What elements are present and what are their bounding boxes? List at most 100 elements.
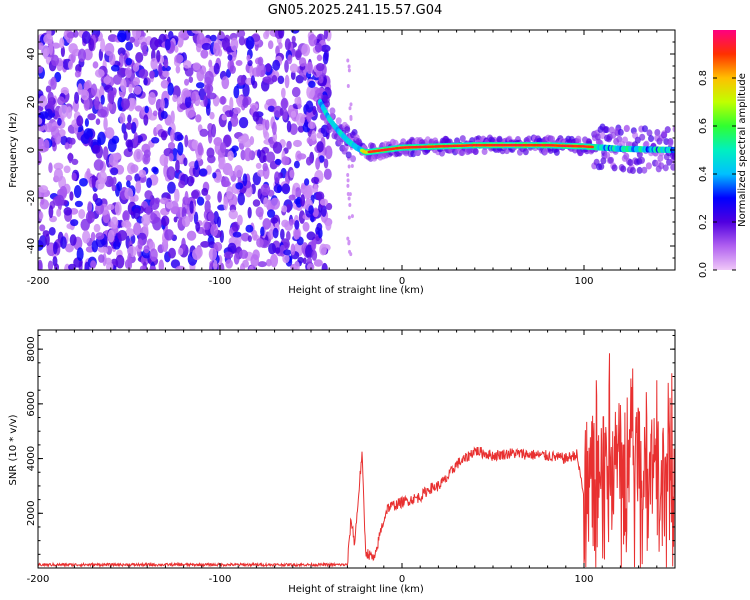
noise-blob bbox=[346, 192, 350, 197]
noise-blob bbox=[102, 146, 109, 161]
noise-blob bbox=[195, 114, 202, 123]
noise-blob bbox=[57, 117, 62, 126]
noise-blob bbox=[213, 42, 221, 57]
ridge-halo bbox=[599, 132, 606, 140]
colorbar-tick: 0.4 bbox=[698, 166, 736, 182]
y-tick-label: -40 bbox=[26, 238, 37, 254]
noise-blob bbox=[227, 150, 234, 161]
noise-blob bbox=[64, 142, 70, 150]
noise-blob bbox=[350, 214, 354, 219]
noise-blob bbox=[38, 138, 45, 151]
colorbar-tick-label: 0.6 bbox=[698, 118, 709, 134]
noise-blob bbox=[59, 37, 65, 49]
ridge-halo bbox=[403, 149, 410, 157]
noise-blob bbox=[347, 239, 351, 244]
noise-blob bbox=[278, 42, 283, 50]
x-tick-label: -200 bbox=[27, 276, 50, 287]
noise-blob bbox=[143, 149, 151, 158]
ridge-halo bbox=[522, 148, 529, 156]
noise-blob bbox=[283, 249, 292, 256]
noise-blob bbox=[177, 247, 184, 256]
noise-blob bbox=[316, 132, 324, 139]
noise-blob bbox=[290, 70, 296, 81]
ridge-halo bbox=[344, 126, 351, 134]
colorbar-tick-label: 0.4 bbox=[698, 166, 709, 182]
noise-blob bbox=[350, 164, 354, 169]
noise-blob bbox=[160, 208, 167, 216]
colorbar-label: Normalized spectral amplitude bbox=[737, 73, 748, 227]
noise-blob bbox=[143, 77, 148, 86]
noise-blob bbox=[186, 230, 197, 241]
noise-blob bbox=[223, 134, 232, 147]
noise-blob bbox=[170, 110, 175, 124]
noise-blob bbox=[229, 65, 236, 74]
noise-blob bbox=[208, 59, 213, 68]
noise-blob bbox=[107, 229, 115, 243]
noise-blob bbox=[230, 37, 239, 52]
noise-blob bbox=[231, 221, 240, 232]
noise-blob bbox=[196, 196, 205, 206]
noise-blob bbox=[140, 41, 148, 52]
noise-blob bbox=[105, 261, 114, 270]
noise-blob bbox=[39, 211, 44, 220]
noise-blob bbox=[63, 207, 73, 216]
noise-blob bbox=[289, 63, 299, 73]
noise-blob bbox=[274, 171, 280, 184]
noise-blob bbox=[187, 139, 193, 149]
noise-blob bbox=[315, 62, 325, 72]
noise-blob bbox=[293, 260, 300, 270]
noise-blob bbox=[173, 216, 178, 223]
noise-blob bbox=[209, 34, 217, 42]
noise-blob bbox=[349, 102, 353, 107]
noise-blob bbox=[121, 220, 126, 228]
ridge-halo bbox=[629, 166, 636, 174]
noise-blob bbox=[196, 43, 202, 53]
noise-blob bbox=[149, 265, 157, 270]
noise-blob bbox=[205, 103, 211, 116]
noise-blob bbox=[195, 82, 205, 89]
noise-blob bbox=[219, 142, 227, 154]
noise-blob bbox=[186, 175, 195, 187]
noise-blob bbox=[78, 209, 86, 219]
snr-y-label: SNR (10 * v/v) bbox=[8, 414, 19, 485]
noise-blob bbox=[233, 252, 240, 265]
noise-blob bbox=[275, 247, 281, 254]
noise-blob bbox=[347, 215, 351, 220]
noise-blob bbox=[284, 74, 290, 89]
ridge-halo bbox=[350, 155, 357, 163]
ridge-halo bbox=[638, 156, 645, 164]
colorbar-tick: 0.2 bbox=[698, 214, 736, 230]
noise-blob bbox=[150, 211, 156, 221]
noise-blob bbox=[80, 133, 91, 145]
noise-blob bbox=[85, 211, 96, 224]
noise-blob bbox=[60, 236, 67, 249]
figure-title: GN05.2025.241.15.57.G04 bbox=[268, 3, 443, 18]
noise-blob bbox=[278, 30, 285, 39]
noise-blob bbox=[346, 236, 350, 241]
noise-blob bbox=[319, 198, 329, 206]
ridge-halo bbox=[607, 156, 614, 164]
noise-blob bbox=[177, 141, 184, 156]
noise-blob bbox=[192, 62, 201, 71]
noise-blob bbox=[47, 260, 54, 270]
noise-blob bbox=[148, 92, 157, 106]
noise-blob bbox=[174, 45, 179, 53]
noise-blob bbox=[228, 168, 234, 177]
noise-blob bbox=[188, 76, 194, 84]
noise-blob bbox=[144, 105, 149, 114]
noise-blob bbox=[239, 263, 246, 270]
noise-blob bbox=[262, 218, 271, 230]
noise-blob bbox=[158, 259, 164, 270]
noise-blob bbox=[281, 205, 288, 213]
noise-blob bbox=[279, 107, 284, 116]
spectrogram-x-tick: 100 bbox=[574, 30, 594, 287]
noise-blob bbox=[116, 181, 122, 192]
noise-blob bbox=[93, 159, 104, 171]
noise-blob bbox=[216, 216, 222, 228]
noise-blob bbox=[239, 249, 249, 259]
noise-blob bbox=[293, 139, 302, 148]
noise-blob bbox=[134, 105, 143, 112]
noise-blob bbox=[238, 36, 246, 46]
